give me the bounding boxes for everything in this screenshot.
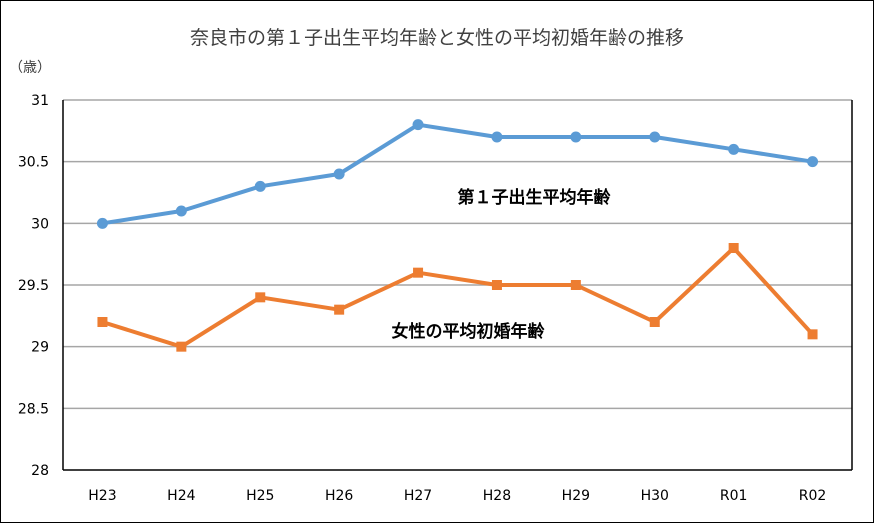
x-tick-label: R01 (720, 488, 748, 504)
data-point-marker (491, 131, 503, 143)
x-tick-label: H26 (325, 488, 353, 504)
x-tick-label: H24 (167, 488, 195, 504)
x-tick-label: H28 (483, 488, 511, 504)
data-point-marker (491, 280, 502, 290)
y-tick-label: 30.5 (18, 155, 49, 171)
y-tick-label: 28.5 (18, 401, 49, 417)
series-line (102, 122, 813, 226)
data-point-marker (649, 131, 661, 143)
data-point-marker (413, 267, 424, 278)
data-point-marker (333, 168, 345, 180)
data-point-marker (807, 329, 818, 340)
series-0 (96, 119, 819, 229)
y-tick-labels: 28 28.5 29 29.5 30 30.5 31 (18, 93, 49, 479)
data-point-marker (176, 341, 187, 352)
data-point-marker (728, 143, 740, 155)
data-point-marker (412, 119, 424, 131)
data-point-marker (97, 317, 108, 327)
y-axis-unit-label: （歳） (9, 60, 51, 76)
data-point-marker (649, 317, 660, 327)
y-tick-label: 28 (31, 463, 49, 479)
y-tick-label: 29 (31, 340, 49, 356)
data-point-marker (570, 131, 582, 143)
data-point-marker (334, 304, 345, 315)
data-point-marker (807, 156, 819, 168)
x-tick-labels: H23 H24 H25 H26 H27 H28 H29 H30 R01 R02 (88, 488, 826, 504)
data-point-marker (96, 217, 108, 229)
x-tick-label: H29 (562, 488, 590, 504)
gridlines (63, 99, 852, 410)
x-tick-label: H27 (404, 488, 432, 504)
y-tick-label: 31 (31, 93, 49, 109)
axes (62, 100, 853, 471)
data-point-marker (175, 205, 187, 217)
data-point-marker (570, 280, 581, 290)
series-label-first-birth-age: 第１子出生平均年齢 (458, 187, 612, 208)
x-tick-label: H25 (246, 488, 274, 504)
series-1 (97, 243, 818, 352)
series-label-first-marriage-age: 女性の平均初婚年齢 (392, 321, 546, 342)
series-line (101, 246, 815, 349)
data-point-marker (728, 243, 739, 253)
x-tick-label: H30 (641, 488, 669, 504)
series-lines (96, 119, 819, 352)
x-tick-label: H23 (88, 488, 116, 504)
y-tick-label: 29.5 (18, 278, 49, 294)
y-tick-label: 30 (31, 216, 49, 232)
data-point-marker (255, 292, 266, 303)
chart-title: 奈良市の第１子出生平均年齢と女性の平均初婚年齢の推移 (190, 27, 684, 49)
data-point-marker (254, 180, 266, 192)
x-tick-label: R02 (799, 488, 827, 504)
